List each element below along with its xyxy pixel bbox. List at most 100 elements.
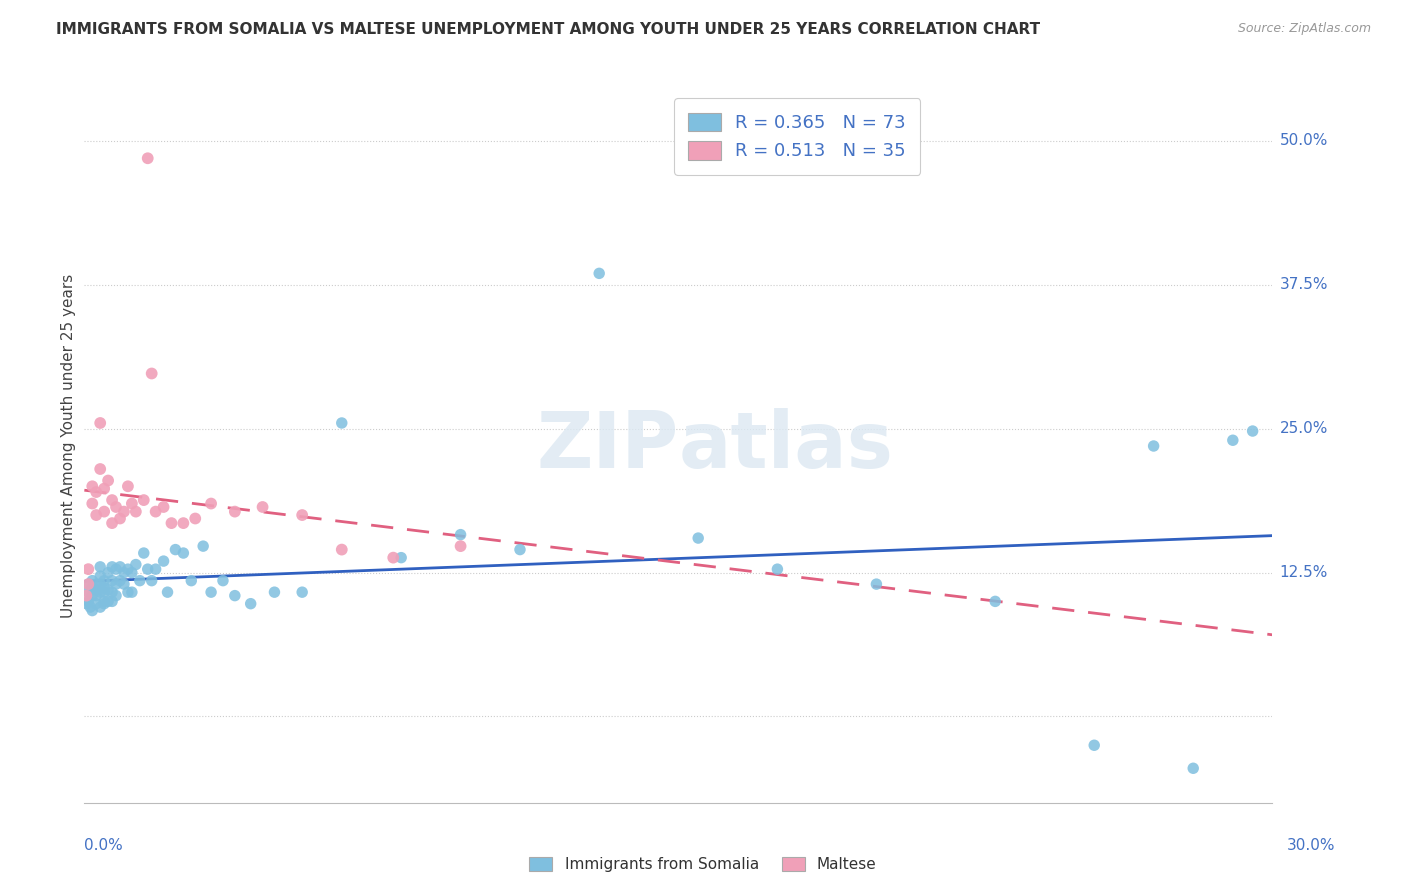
Point [82,581,104,595]
Text: atlas: atlas [679,408,893,484]
Point [93,594,115,608]
Point [93,585,115,599]
Point [132,493,155,508]
Point [77,577,100,591]
Point [984,594,1007,608]
Point [212,574,235,588]
Point [172,546,194,560]
Point [160,516,183,530]
Y-axis label: Unemployment Among Youth under 25 years: Unemployment Among Youth under 25 years [60,274,76,618]
Point [93,574,115,588]
Point [152,554,174,568]
Point [89,416,111,430]
Point [382,550,405,565]
Point [330,542,353,557]
Point [112,577,135,591]
Point [184,511,207,525]
Point [252,500,274,514]
Point [121,585,143,599]
Point [117,479,139,493]
Point [97,474,120,488]
Point [77,594,100,608]
Point [89,600,111,615]
Point [1083,738,1105,752]
Point [141,574,163,588]
Point [1222,434,1244,448]
Point [77,577,100,591]
Point [291,508,314,522]
Point [108,511,131,525]
Point [117,585,139,599]
Point [108,559,131,574]
Point [165,542,187,557]
Point [84,577,107,591]
Point [766,562,789,576]
Point [330,416,353,430]
Point [101,585,124,599]
Point [152,500,174,514]
Point [156,585,179,599]
Point [117,562,139,576]
Point [224,589,246,603]
Point [588,266,610,280]
Point [136,562,159,576]
Point [89,559,111,574]
Point [224,505,246,519]
Point [77,585,100,599]
Point [865,577,887,591]
Point [291,585,314,599]
Point [191,539,215,553]
Point [89,569,111,583]
Text: 50.0%: 50.0% [1279,134,1327,148]
Point [84,597,107,611]
Point [688,531,710,545]
Point [389,550,412,565]
Point [93,597,115,611]
Point [105,562,128,576]
Point [75,589,97,603]
Point [121,497,143,511]
Point [89,585,111,599]
Point [89,577,111,591]
Text: 12.5%: 12.5% [1279,566,1327,580]
Point [239,597,262,611]
Point [105,500,128,514]
Point [105,589,128,603]
Point [97,566,120,580]
Point [82,479,104,493]
Point [84,582,107,597]
Point [200,585,222,599]
Point [172,516,194,530]
Legend: R = 0.365   N = 73, R = 0.513   N = 35: R = 0.365 N = 73, R = 0.513 N = 35 [673,98,921,175]
Point [82,497,104,511]
Point [121,566,143,580]
Text: Source: ZipAtlas.com: Source: ZipAtlas.com [1237,22,1371,36]
Point [93,581,115,595]
Point [509,542,531,557]
Point [84,485,107,500]
Point [145,562,167,576]
Text: 37.5%: 37.5% [1279,277,1327,293]
Point [84,508,107,522]
Point [200,497,222,511]
Point [75,597,97,611]
Point [101,574,124,588]
Point [97,582,120,597]
Point [263,585,285,599]
Point [450,539,472,553]
Point [1241,424,1264,438]
Point [93,505,115,519]
Point [112,566,135,580]
Point [145,505,167,519]
Text: ZIP: ZIP [536,408,679,484]
Point [97,594,120,608]
Point [79,600,101,615]
Point [105,577,128,591]
Point [141,367,163,381]
Text: 25.0%: 25.0% [1279,421,1327,436]
Point [82,574,104,588]
Point [108,574,131,588]
Point [132,546,155,560]
Point [82,589,104,603]
Point [450,527,472,541]
